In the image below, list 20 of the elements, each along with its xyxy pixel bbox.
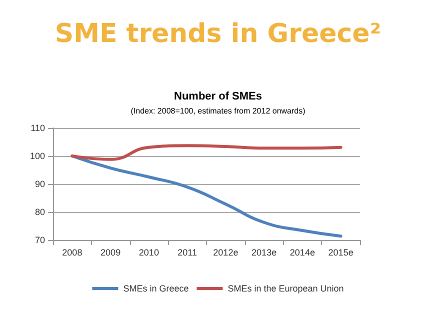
x-tick-label: 2010 bbox=[138, 248, 159, 258]
line-series bbox=[70, 154, 342, 238]
x-tick-label: 2015e bbox=[328, 248, 354, 258]
x-tick-label: 2013e bbox=[252, 248, 277, 258]
x-tick-label: 2011 bbox=[178, 248, 197, 258]
x-tick-label: 2008 bbox=[62, 248, 82, 258]
text: (Index: 2008=100, estimates from 2012 onwards) bbox=[130, 106, 306, 116]
x-tick-label: 2009 bbox=[100, 248, 121, 258]
chart-subtitle: Number of SMEs bbox=[174, 90, 262, 102]
y-tick-label: 80 bbox=[34, 207, 45, 217]
line-series bbox=[70, 144, 342, 161]
y-tick-label: 70 bbox=[34, 235, 45, 245]
legend-label: SMEs in Greece bbox=[123, 284, 189, 294]
x-tick-label: 2014e bbox=[290, 248, 315, 258]
y-tick-label: 110 bbox=[30, 123, 45, 133]
legend-label: SMEs in the European Union bbox=[228, 284, 344, 294]
y-tick-label: 90 bbox=[34, 179, 45, 189]
chart-title: SME trends in Greece² bbox=[54, 19, 382, 49]
y-tick-label: 100 bbox=[30, 151, 45, 161]
x-tick-label: 2012e bbox=[213, 248, 238, 258]
